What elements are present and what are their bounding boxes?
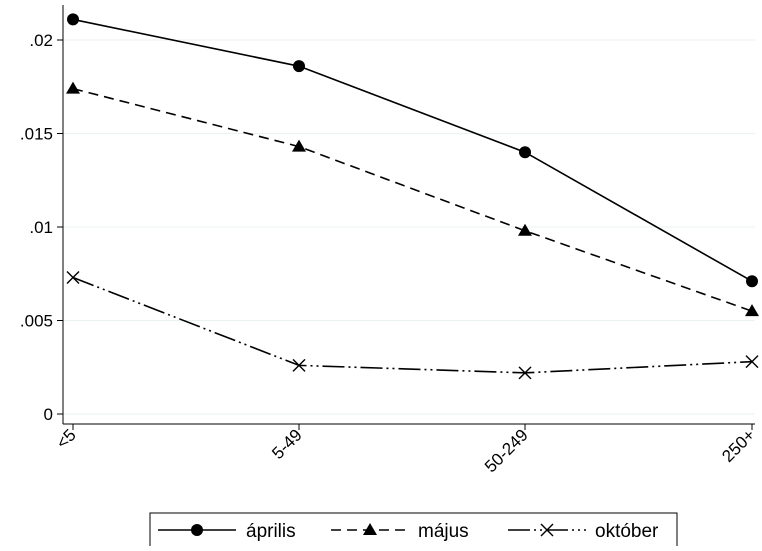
y-tick-label: .02 [29, 31, 53, 50]
series-line [72, 18, 753, 282]
x-tick-label: 5-49 [268, 425, 305, 462]
grid [63, 39, 755, 415]
x-marker-stroke [518, 366, 532, 380]
legend-label: május [418, 521, 469, 542]
series-x [66, 270, 759, 380]
legend-entry: április [158, 521, 296, 542]
y-tick-label: .01 [29, 218, 53, 237]
triangle-marker [363, 523, 377, 535]
triangle-marker [66, 81, 80, 94]
y-tick-label: 0 [44, 405, 53, 424]
legend-box [149, 512, 678, 551]
x-marker [292, 358, 306, 372]
legend: április május október [149, 512, 678, 551]
x-marker [518, 366, 532, 380]
y-tick-label: .005 [20, 312, 53, 331]
triangle-marker [292, 139, 306, 152]
series-triangle [66, 81, 759, 317]
x-marker-stroke [745, 355, 759, 369]
x-marker [745, 355, 759, 369]
circle-marker [746, 275, 758, 288]
series-circle [67, 13, 758, 288]
series-line [72, 276, 753, 374]
series [66, 13, 759, 380]
circle-marker [191, 524, 203, 536]
x-tick-label: 50-249 [481, 425, 532, 476]
x-marker [66, 270, 80, 284]
x-tick-label: <5 [53, 425, 80, 452]
x-marker-stroke [292, 358, 306, 372]
circle-marker [293, 60, 305, 73]
legend-entry: október [508, 521, 659, 542]
series-line [72, 87, 753, 312]
triangle-marker [745, 304, 759, 317]
legend-entry: május [331, 521, 469, 542]
axes: 0 .005 .01 .015 .02 <5 5-49 50-249 250+ [20, 5, 759, 476]
circle-marker [519, 146, 531, 159]
y-tick-label: .015 [20, 125, 53, 144]
x-marker-stroke [66, 270, 80, 284]
x-marker [540, 523, 554, 537]
triangle-marker [518, 223, 532, 236]
x-marker-stroke [540, 523, 554, 537]
circle-marker [67, 13, 79, 26]
legend-label: október [595, 521, 659, 542]
x-tick-label: 250+ [718, 425, 759, 466]
legend-label: április [246, 521, 296, 542]
